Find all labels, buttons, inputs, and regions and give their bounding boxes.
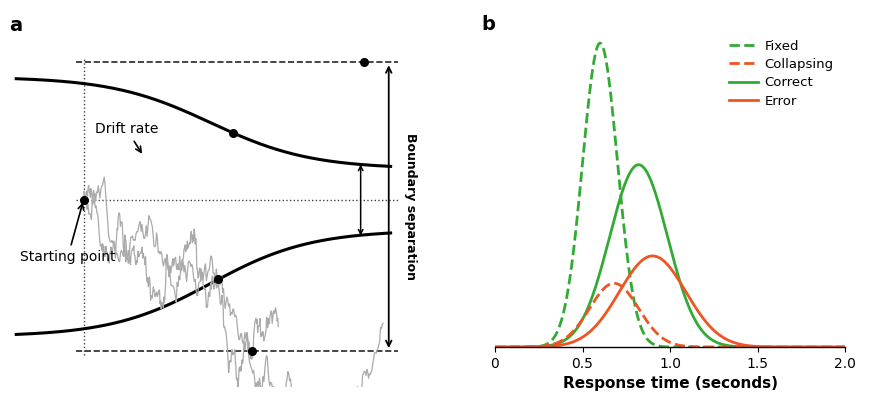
Text: Starting point: Starting point	[20, 204, 116, 264]
Text: Boundary separation: Boundary separation	[404, 133, 417, 280]
Text: a: a	[10, 16, 23, 35]
Legend: Fixed, Collapsing, Correct, Error: Fixed, Collapsing, Correct, Error	[724, 35, 838, 113]
Text: b: b	[481, 15, 495, 34]
Text: Drift rate: Drift rate	[95, 122, 159, 152]
X-axis label: Response time (seconds): Response time (seconds)	[562, 376, 778, 391]
